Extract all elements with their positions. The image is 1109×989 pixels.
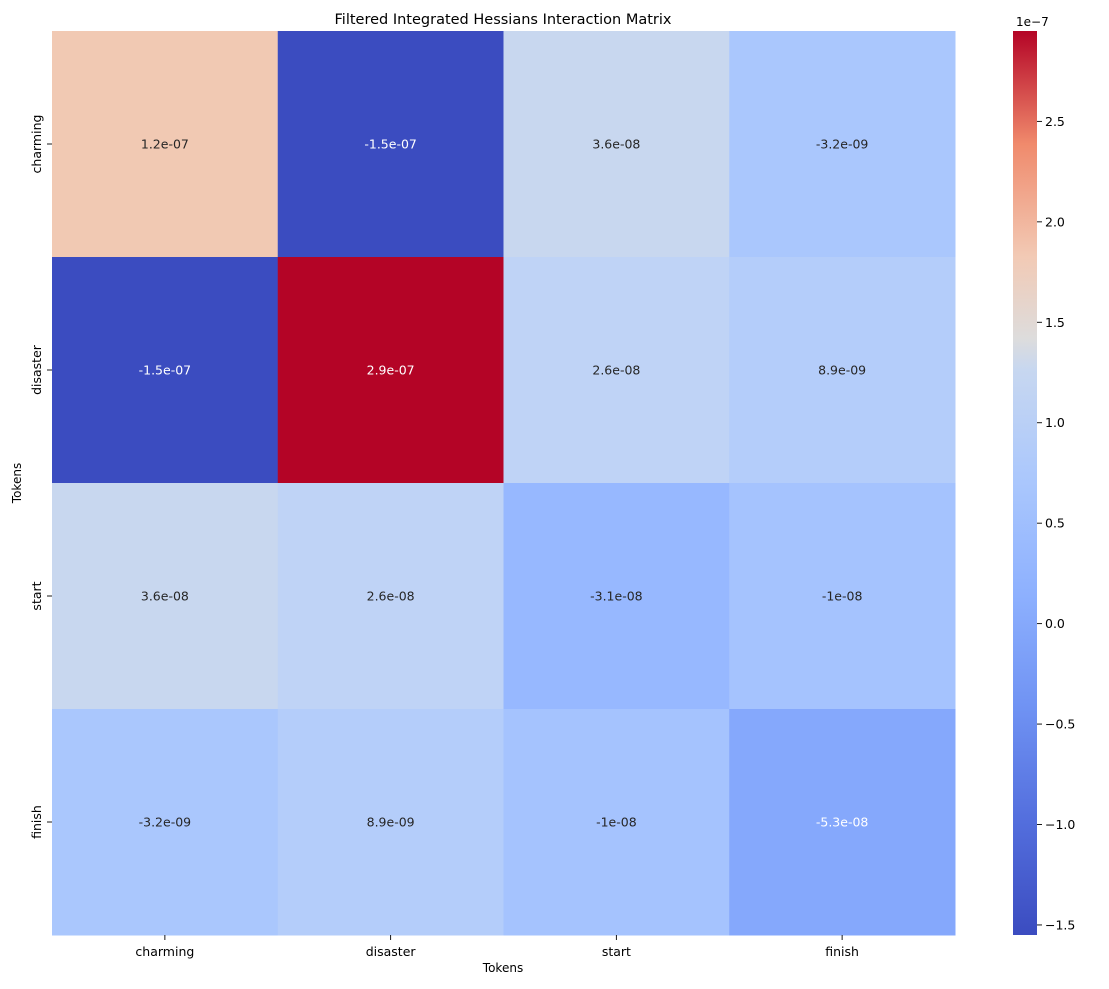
heatmap-cells — [52, 31, 956, 936]
x-tick-label: charming — [135, 944, 194, 959]
chart-title: Filtered Integrated Hessians Interaction… — [335, 12, 672, 28]
cell-annotation: 1.2e-07 — [141, 137, 189, 152]
cell-annotation: 3.6e-08 — [592, 137, 640, 152]
cell-annotation: 2.6e-08 — [367, 589, 415, 604]
cell-annotation: -3.2e-09 — [816, 137, 869, 152]
x-tick-label: start — [602, 944, 631, 959]
y-tick-label: start — [29, 581, 44, 610]
heatmap-cell-start-finish — [729, 483, 956, 710]
x-tick-label: finish — [825, 944, 859, 959]
colorbar-tick-label: 2.5 — [1045, 114, 1065, 129]
y-tick-label: finish — [29, 805, 44, 839]
heatmap-cell-charming-finish — [729, 31, 956, 258]
colorbar-ticks: −1.5 −1.0 −0.5 0.0 0.5 1.0 1.5 2.0 2.5 — [1037, 114, 1075, 932]
cell-annotation: -1.5e-07 — [364, 137, 417, 152]
heatmap-cell-disaster-charming — [52, 257, 279, 484]
cell-annotation: 2.9e-07 — [367, 363, 415, 378]
heatmap-cell-start-disaster — [277, 483, 504, 710]
x-axis-label: Tokens — [482, 961, 523, 975]
cell-annotation: -1e-08 — [596, 815, 637, 830]
heatmap-cell-charming-disaster — [277, 31, 504, 258]
heatmap-cell-charming-start — [503, 31, 730, 258]
heatmap-cell-start-start — [503, 483, 730, 710]
colorbar-tick-label: 2.0 — [1045, 214, 1065, 229]
colorbar — [1013, 31, 1037, 935]
cell-annotation: -1e-08 — [822, 589, 863, 604]
y-axis-label: Tokens — [10, 463, 24, 504]
heatmap-cell-charming-charming — [52, 31, 279, 258]
cell-annotation: 3.6e-08 — [141, 589, 189, 604]
colorbar-multiplier: 1e−7 — [1016, 15, 1049, 29]
x-tick-label: disaster — [366, 944, 417, 959]
colorbar-tick-label: 1.0 — [1045, 415, 1065, 430]
cell-annotation: 8.9e-09 — [367, 815, 415, 830]
heatmap-cell-finish-charming — [52, 709, 279, 936]
cell-annotation: 8.9e-09 — [818, 363, 866, 378]
heatmap-cell-finish-start — [503, 709, 730, 936]
y-axis-ticks: charming disaster start finish — [29, 115, 52, 839]
heatmap-cell-disaster-start — [503, 257, 730, 484]
colorbar-tick-label: −1.0 — [1045, 817, 1075, 832]
heatmap-cell-finish-finish — [729, 709, 956, 936]
heatmap-annotations: 1.2e-07 -1.5e-07 3.6e-08 -3.2e-09 -1.5e-07 2.… — [139, 137, 869, 830]
colorbar-tick-label: 1.5 — [1045, 315, 1065, 330]
cell-annotation: -3.1e-08 — [590, 589, 643, 604]
cell-annotation: -5.3e-08 — [816, 815, 869, 830]
x-axis-ticks: charming disaster start finish — [135, 935, 859, 959]
cell-annotation: -1.5e-07 — [139, 363, 192, 378]
heatmap-cell-disaster-disaster — [277, 257, 504, 484]
cell-annotation: 2.6e-08 — [592, 363, 640, 378]
y-tick-label: charming — [29, 115, 44, 174]
heatmap-cell-finish-disaster — [277, 709, 504, 936]
colorbar-tick-label: 0.5 — [1045, 516, 1065, 531]
colorbar-tick-label: −0.5 — [1045, 717, 1075, 732]
y-tick-label: disaster — [29, 344, 44, 395]
heatmap-cell-start-charming — [52, 483, 279, 710]
colorbar-tick-label: 0.0 — [1045, 616, 1065, 631]
colorbar-tick-label: −1.5 — [1045, 917, 1075, 932]
cell-annotation: -3.2e-09 — [139, 815, 192, 830]
heatmap-cell-disaster-finish — [729, 257, 956, 484]
